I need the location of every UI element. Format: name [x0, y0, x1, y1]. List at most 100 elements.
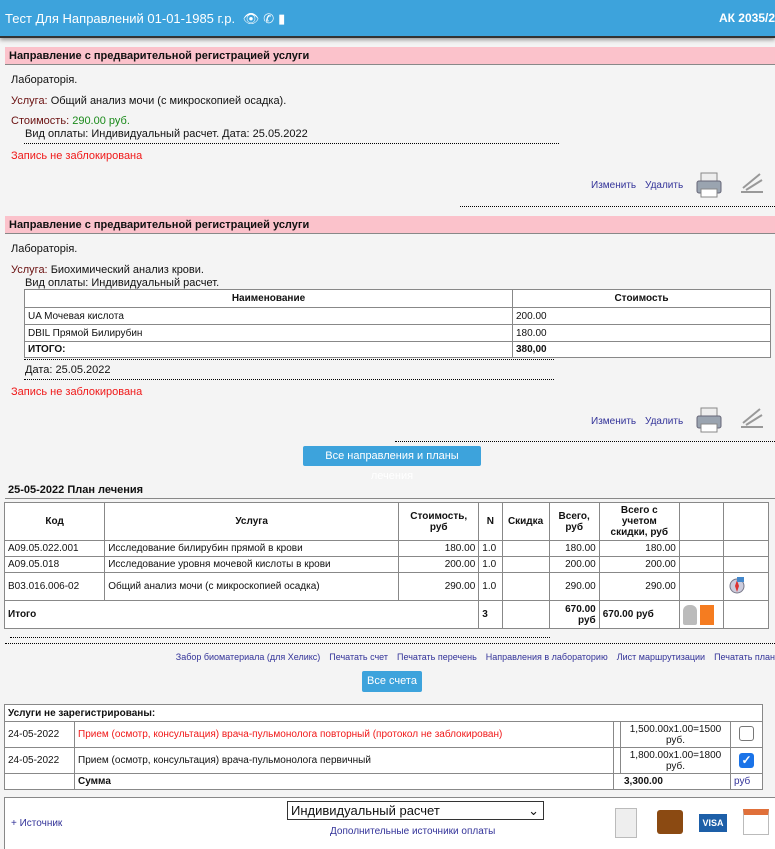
cost-label: Стоимость: — [11, 115, 70, 127]
col-n: N — [478, 502, 503, 541]
link-biomaterial[interactable]: Забор биоматериала (для Хеликс) — [175, 652, 321, 662]
referral-2-service: Услуга: Биохимический анализ крови. — [11, 264, 204, 276]
service-checkbox[interactable] — [739, 725, 754, 741]
calendar-icon[interactable] — [743, 809, 769, 835]
referral-2-table: Наименование Стоимость UA Мочевая кислота… — [24, 289, 771, 358]
top-bar: Тест Для Направлений 01-01-1985 г.р. 👁 ✆ ▮… — [0, 0, 775, 38]
col-actions — [678, 502, 725, 541]
link-lab-referrals[interactable]: Направления в лабораторию — [485, 652, 608, 662]
invoice-icon[interactable] — [615, 808, 637, 838]
referral-2-payment: Вид оплаты: Индивидуальный расчет. — [25, 277, 220, 289]
referral-1-payment: Вид оплаты: Индивидуальный расчет. Дата:… — [25, 128, 308, 140]
cell: 180.00 — [548, 540, 600, 557]
all-referrals-button[interactable]: Все направления и планы лечения — [303, 446, 481, 482]
cell: ИТОГО: — [24, 341, 513, 358]
action-links: Забор биоматериала (для Хеликс) Печатать… — [140, 652, 775, 662]
referral-1-service: Услуга: Общий анализ мочи (с микроскопие… — [11, 95, 286, 107]
payment-type-select[interactable]: Индивидуальный расчет ⌄ — [287, 801, 544, 820]
divider — [460, 206, 775, 207]
lock-icon[interactable] — [682, 604, 697, 625]
phone-icon[interactable]: ✆ — [263, 11, 275, 26]
all-bills-button[interactable]: Все счета — [362, 671, 422, 692]
cell: 200.00 — [598, 556, 680, 573]
cell: Итого — [3, 600, 480, 629]
cell — [613, 747, 621, 774]
cell: 670.00 руб — [598, 600, 680, 629]
plan-title: 25-05-2022 План лечения — [8, 484, 144, 496]
referral-2-edit-link[interactable]: Изменить — [591, 416, 637, 427]
service-value: Биохимический анализ крови. — [50, 264, 204, 276]
trash-icon[interactable] — [699, 604, 714, 625]
printer-icon[interactable] — [695, 171, 723, 199]
link-print-list[interactable]: Печатать перечень — [397, 652, 477, 662]
cell: 180.00 — [598, 540, 680, 557]
cell — [501, 572, 550, 601]
cell — [4, 773, 75, 790]
referral-1-status: Запись не заблокирована — [11, 150, 143, 162]
visa-card-icon[interactable]: VISA — [699, 814, 727, 832]
col-total-discount: Всего с учетом скидки, руб — [598, 502, 680, 541]
total-row: Итого 3 670.00 руб 670.00 руб — [3, 600, 769, 629]
extra-sources-link[interactable]: Дополнительные источники оплаты — [330, 826, 496, 837]
divider — [24, 143, 559, 144]
service-label: Услуга: — [11, 264, 48, 276]
referral-2-status: Запись не заблокирована — [11, 386, 143, 398]
col-discount: Скидка — [501, 502, 550, 541]
cell: Прием (осмотр, консультация) врача-пульм… — [74, 747, 614, 774]
cell: 290.00 — [398, 572, 480, 601]
table-row: 24-05-2022 Прием (осмотр, консультация) в… — [4, 721, 763, 748]
cell: 200.00 — [512, 307, 771, 325]
cell: 1.0 — [478, 556, 503, 573]
link-print-bill[interactable]: Печатать счет — [329, 652, 389, 662]
cell: руб — [730, 773, 763, 790]
cell: 3 — [478, 600, 503, 629]
sign-icon[interactable] — [738, 405, 766, 433]
cell: 180.00 — [512, 324, 771, 342]
cell: 3,300.00 — [613, 773, 731, 790]
cell — [678, 572, 725, 601]
service-checkbox-checked[interactable]: ✓ — [739, 753, 754, 768]
cell: 1.0 — [478, 540, 503, 557]
referral-1-lab: Лабораторія. — [11, 74, 78, 86]
cell: Сумма — [74, 773, 614, 790]
sign-icon[interactable] — [738, 170, 766, 198]
referral-2-delete-link[interactable]: Удалить — [645, 416, 684, 427]
cell: 1,800.00x1.00=1800 руб. — [620, 747, 731, 774]
referral-1-title: Направление с предварительной регистраци… — [5, 47, 775, 65]
patient-name: Тест Для Направлений 01-01-1985 г.р. — [5, 11, 236, 26]
printer-icon[interactable] — [695, 406, 723, 434]
divider — [24, 359, 554, 360]
sum-row: Сумма 3,300.00 руб — [4, 773, 763, 790]
cell — [678, 556, 725, 573]
clipboard-icon[interactable]: ▮ — [278, 11, 286, 26]
col-cost: Стоимость, руб — [398, 502, 480, 541]
cell: ✓ — [730, 747, 763, 774]
add-source-link[interactable]: + Источник — [11, 818, 63, 829]
cell — [501, 600, 550, 629]
link-print-plan[interactable]: Печатать план — [714, 652, 775, 662]
eye-icon[interactable]: 👁 — [242, 11, 260, 26]
link-routing-sheet[interactable]: Лист маршрутизации — [616, 652, 706, 662]
cell: 180.00 — [398, 540, 480, 557]
cell: 200.00 — [398, 556, 480, 573]
referral-1-delete-link[interactable]: Удалить — [645, 180, 684, 191]
divider — [5, 498, 775, 499]
cell: 24-05-2022 — [4, 747, 75, 774]
service-label: Услуга: — [11, 95, 48, 107]
cell — [723, 572, 769, 601]
cell: 290.00 — [598, 572, 680, 601]
cost-value: 290.00 руб. — [72, 115, 130, 127]
table-row: UA Мочевая кислота 200.00 — [24, 307, 771, 325]
compass-icon[interactable] — [727, 575, 747, 595]
payment-panel: + Источник Индивидуальный расчет ⌄ Дополн… — [4, 797, 775, 849]
col-extra — [723, 502, 769, 541]
cell — [723, 556, 769, 573]
cell: Прием (осмотр, консультация) врача-пульм… — [74, 721, 614, 748]
selected-value: Индивидуальный расчет — [291, 803, 440, 818]
referral-2-lab: Лабораторія. — [11, 243, 78, 255]
referral-1-edit-link[interactable]: Изменить — [591, 180, 637, 191]
cell: 24-05-2022 — [4, 721, 75, 748]
divider — [5, 643, 775, 644]
unregistered-table: Услуги не зарегистрированы: 24-05-2022 Пр… — [4, 704, 763, 790]
wallet-icon[interactable] — [657, 810, 683, 834]
